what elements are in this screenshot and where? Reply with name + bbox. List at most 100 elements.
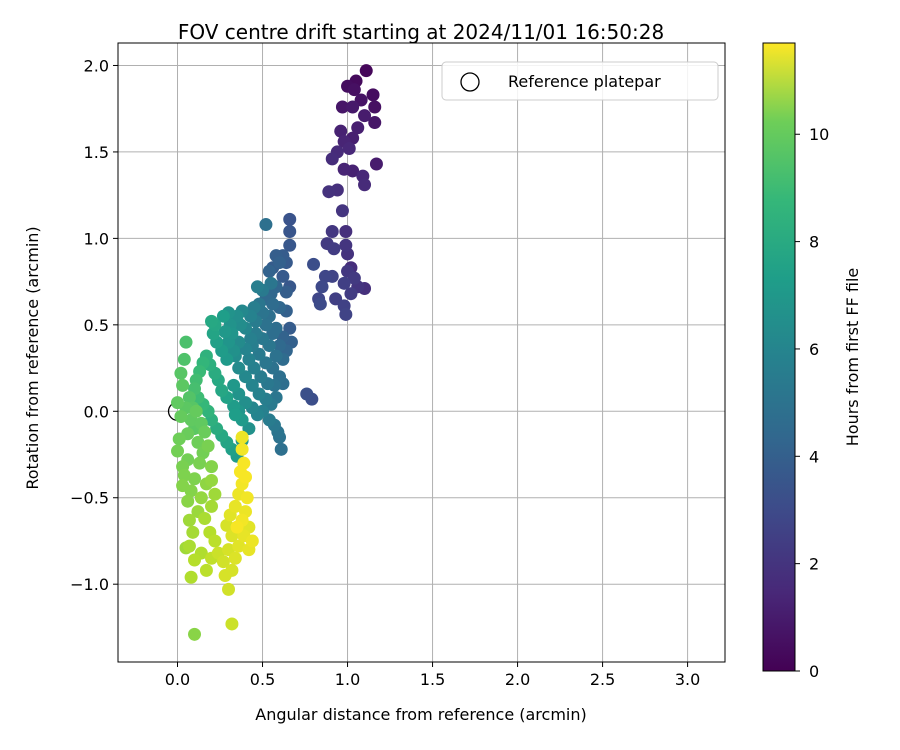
scatter-point xyxy=(342,141,356,155)
scatter-point xyxy=(227,378,241,392)
scatter-point xyxy=(300,387,314,401)
scatter-point xyxy=(368,100,382,114)
scatter-point xyxy=(172,432,186,446)
scatter-point xyxy=(347,271,361,285)
colorbar-tick-label: 8 xyxy=(809,233,819,252)
scatter-points xyxy=(167,64,383,641)
scatter-point xyxy=(335,204,349,218)
scatter-point xyxy=(176,378,190,392)
scatter-point xyxy=(250,280,264,294)
scatter-point xyxy=(184,484,198,498)
scatter-point xyxy=(199,563,213,577)
scatter-point xyxy=(337,276,351,290)
scatter-point xyxy=(313,297,327,311)
scatter-point xyxy=(198,425,212,439)
y-axis-label: Rotation from reference (arcmin) xyxy=(23,226,42,489)
legend-box xyxy=(441,61,719,101)
legend: Reference platepar xyxy=(441,61,719,101)
x-axis: 0.0 0.5 1.0 1.5 2.0 2.5 3.0 xyxy=(165,662,700,689)
scatter-point xyxy=(232,539,246,553)
scatter-point xyxy=(205,499,219,513)
scatter-point xyxy=(177,468,191,482)
scatter-point xyxy=(222,582,236,596)
scatter-point xyxy=(368,116,382,130)
plot-frame xyxy=(117,42,726,663)
colorbar-label: Hours from first FF file xyxy=(843,268,862,447)
scatter-point xyxy=(182,539,196,553)
scatter-point xyxy=(191,435,205,449)
scatter-point xyxy=(339,224,353,238)
scatter-point xyxy=(186,525,200,539)
scatter-point xyxy=(346,100,360,114)
scatter-point xyxy=(266,297,280,311)
scatter-point xyxy=(283,212,297,226)
scatter-point xyxy=(220,518,234,532)
legend-entry: Reference platepar xyxy=(508,72,661,91)
scatter-point xyxy=(193,456,207,470)
scatter-point xyxy=(351,121,365,135)
y-tick-label: −0.5 xyxy=(70,489,109,508)
scatter-point xyxy=(274,442,288,456)
scatter-point xyxy=(283,224,297,238)
scatter-point xyxy=(322,185,336,199)
scatter-point xyxy=(181,494,195,508)
scatter-point xyxy=(205,314,219,328)
y-tick-label: 1.5 xyxy=(84,143,109,162)
y-tick-label: −1.0 xyxy=(70,575,109,594)
x-tick-label: 0.0 xyxy=(165,670,190,689)
scatter-point xyxy=(259,218,273,232)
scatter-point xyxy=(174,409,188,423)
scatter-point xyxy=(208,534,222,548)
scatter-point xyxy=(205,473,219,487)
scatter-point xyxy=(237,456,251,470)
colorbar-tick-label: 6 xyxy=(809,340,819,359)
scatter-point xyxy=(325,224,339,238)
y-tick-label: 0.5 xyxy=(84,316,109,335)
scatter-point xyxy=(215,384,229,398)
scatter-point xyxy=(347,83,361,97)
colorbar-tick-label: 2 xyxy=(809,555,819,574)
scatter-point xyxy=(337,162,351,176)
scatter-point xyxy=(358,109,372,123)
scatter-point xyxy=(239,470,253,484)
colorbar-tick-label: 0 xyxy=(809,662,819,681)
y-tick-label: 2.0 xyxy=(84,56,109,75)
scatter-point xyxy=(369,157,383,171)
scatter-point xyxy=(242,352,256,366)
scatter-point xyxy=(259,318,273,332)
scatter-point xyxy=(318,269,332,283)
scatter-point xyxy=(188,627,202,641)
scatter-point xyxy=(273,256,287,270)
scatter-point xyxy=(225,617,239,631)
scatter-point xyxy=(189,404,203,418)
y-axis: −1.0 −0.5 0.0 0.5 1.0 1.5 2.0 xyxy=(70,56,118,594)
colorbar xyxy=(762,42,796,672)
scatter-point xyxy=(188,472,202,486)
scatter-point xyxy=(228,499,242,513)
scatter-point xyxy=(228,408,242,422)
legend-marker xyxy=(460,72,480,92)
x-tick-label: 2.5 xyxy=(590,670,615,689)
scatter-point xyxy=(232,361,246,375)
scatter-point xyxy=(208,487,222,501)
scatter-point xyxy=(335,100,349,114)
scatter-point xyxy=(283,238,297,252)
scatter-point xyxy=(198,511,212,525)
scatter-point xyxy=(359,64,373,78)
scatter-point xyxy=(307,257,321,271)
x-tick-label: 1.0 xyxy=(335,670,360,689)
scatter-point xyxy=(218,325,232,339)
scatter-point xyxy=(235,442,249,456)
scatter-point xyxy=(177,352,191,366)
x-tick-label: 1.5 xyxy=(420,670,445,689)
scatter-point xyxy=(327,242,341,256)
scatter-point xyxy=(184,570,198,584)
scatter-point xyxy=(245,534,259,548)
scatter-point xyxy=(188,553,202,567)
scatter-point xyxy=(269,349,283,363)
scatter-point xyxy=(235,430,249,444)
scatter-point xyxy=(325,152,339,166)
y-tick-label: 1.0 xyxy=(84,229,109,248)
scatter-point xyxy=(182,513,196,527)
